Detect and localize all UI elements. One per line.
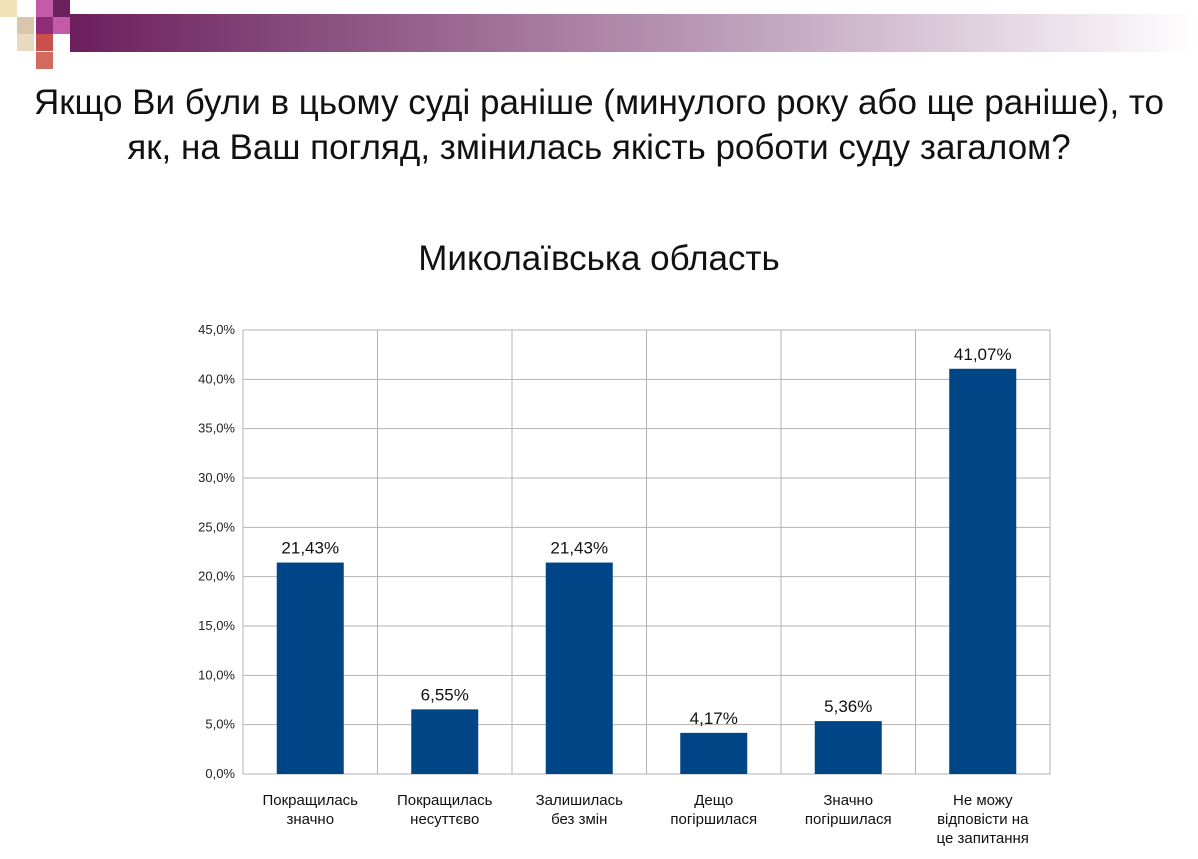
x-tick-label: Не можу [953,792,1013,809]
data-label: 6,55% [421,685,469,704]
bar [276,562,344,774]
x-tick-label: Значно [823,792,873,809]
x-tick-label: Дещо [694,792,733,809]
y-tick-label: 35,0% [198,421,235,436]
data-label: 21,43% [550,539,608,558]
data-label: 5,36% [824,697,872,716]
x-tick-label: відповісти на [937,811,1029,828]
y-tick-label: 10,0% [198,667,235,682]
x-tick-label: Покращилась [262,792,358,809]
header-banner [0,0,1198,69]
x-axis-labels: Покращилась значно Покращилась несуттєво Зал… [262,792,1029,847]
x-tick-label: погіршилася [670,811,757,828]
y-tick-label: 25,0% [198,519,235,534]
gridlines [242,329,1051,775]
x-tick-label: без змін [551,811,607,828]
bar [545,562,613,774]
x-tick-label: несуттєво [410,811,479,828]
y-tick-label: 0,0% [205,766,235,781]
bar [411,709,479,774]
x-tick-label: Залишилась [536,792,624,809]
y-tick-label: 30,0% [198,470,235,485]
data-label: 41,07% [954,345,1012,364]
x-tick-label: це запитання [937,830,1029,847]
chart-subtitle: Миколаївська область [418,239,780,278]
y-tick-label: 45,0% [198,322,235,337]
bar [949,368,1017,774]
y-tick-label: 15,0% [198,618,235,633]
x-tick-label: значно [286,811,334,828]
slide-title: Якщо Ви були в цьому суді раніше (минуло… [33,83,1165,167]
y-axis: 0,0% 5,0% 10,0% 15,0% 20,0% 25,0% 30,0% 35,0% 40… [198,322,235,781]
y-tick-label: 5,0% [205,717,235,732]
x-tick-label: Покращилась [397,792,493,809]
bar [680,732,748,774]
data-label: 21,43% [281,539,339,558]
y-tick-label: 40,0% [198,371,235,386]
decorative-squares [0,0,70,69]
y-tick-label: 20,0% [198,569,235,584]
data-label: 4,17% [690,709,738,728]
bars [276,368,1017,774]
x-tick-label: погіршилася [805,811,892,828]
bar [814,721,882,774]
data-labels: 21,43% 6,55% 21,43% 4,17% 5,36% 41,07% [281,345,1011,728]
